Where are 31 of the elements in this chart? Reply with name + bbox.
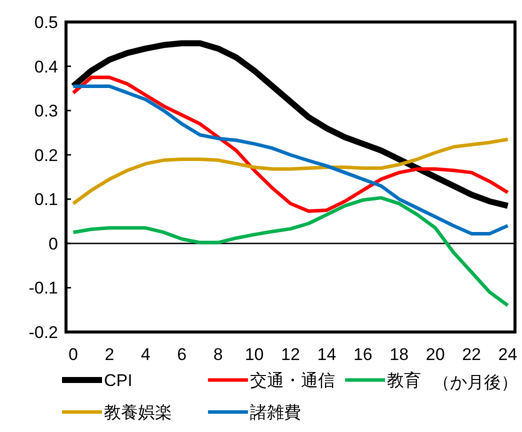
y-tick-label: 0.2 bbox=[34, 146, 58, 165]
x-tick-label: 18 bbox=[390, 345, 409, 364]
line-series bbox=[71, 196, 510, 308]
x-tick-label: 0 bbox=[68, 345, 78, 364]
y-tick-label: -0.1 bbox=[28, 278, 58, 298]
x-tick-label: 14 bbox=[317, 345, 336, 364]
y-tick-label: 0.4 bbox=[34, 57, 58, 76]
line-series bbox=[71, 84, 510, 236]
legend-label: 教養娯楽 bbox=[104, 403, 172, 422]
y-tick-label: 0.1 bbox=[34, 190, 58, 210]
line-series bbox=[71, 138, 510, 206]
legend-label: 諸雑費 bbox=[250, 403, 301, 422]
x-tick-label: 20 bbox=[426, 345, 445, 364]
x-tick-label: 8 bbox=[213, 345, 223, 364]
x-tick-label: 10 bbox=[244, 345, 264, 364]
legend-label: CPI bbox=[104, 371, 132, 390]
legend-label: 教育 bbox=[387, 371, 421, 390]
x-tick-label: 24 bbox=[498, 345, 518, 364]
x-tick-label: 6 bbox=[177, 345, 187, 364]
y-tick-label: -0.2 bbox=[28, 323, 58, 342]
y-tick-label: 0.5 bbox=[34, 13, 58, 32]
y-tick-label: 0.3 bbox=[34, 102, 58, 121]
x-tick-label: 2 bbox=[104, 345, 114, 364]
x-tick-label: 22 bbox=[462, 345, 482, 364]
y-tick-label: 0 bbox=[48, 234, 58, 254]
x-axis-title: （か月後） bbox=[433, 373, 518, 392]
x-tick-label: 12 bbox=[281, 345, 300, 364]
x-tick-label: 4 bbox=[140, 345, 150, 364]
line-series bbox=[71, 76, 510, 213]
x-tick-label: 16 bbox=[353, 345, 372, 364]
legend-label: 交通・通信 bbox=[250, 371, 335, 390]
